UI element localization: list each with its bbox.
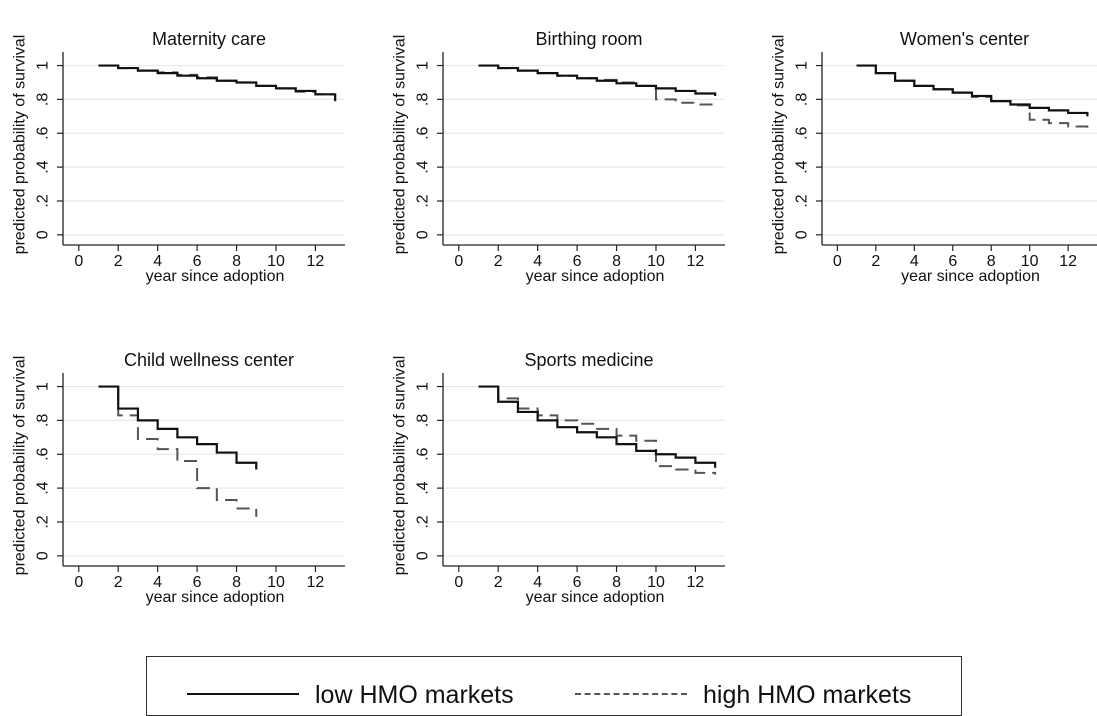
y-tick-label: 1 bbox=[35, 61, 52, 70]
y-axis-label: predicted probability of survival bbox=[771, 35, 788, 255]
y-tick-label: .2 bbox=[415, 515, 432, 528]
y-tick-label: 1 bbox=[35, 382, 52, 391]
y-axis-label: predicted probability of survival bbox=[392, 356, 409, 576]
x-tick-label: 12 bbox=[687, 253, 705, 270]
y-tick-label: .2 bbox=[35, 194, 52, 207]
x-tick-label: 2 bbox=[114, 253, 123, 270]
legend: low HMO markets high HMO markets bbox=[146, 656, 962, 716]
x-tick-label: 2 bbox=[494, 574, 503, 591]
x-axis-label: year since adoption bbox=[526, 589, 665, 606]
y-tick-label: .8 bbox=[794, 93, 811, 106]
x-tick-label: 0 bbox=[454, 574, 463, 591]
chart-title: Birthing room bbox=[535, 29, 642, 49]
plot-area bbox=[63, 373, 345, 566]
y-tick-label: 0 bbox=[35, 230, 52, 239]
x-axis-label: year since adoption bbox=[146, 268, 285, 285]
chart-title: Women's center bbox=[900, 29, 1029, 49]
y-tick-label: 0 bbox=[35, 551, 52, 560]
chart-title: Sports medicine bbox=[524, 350, 653, 370]
y-axis-label: predicted probability of survival bbox=[12, 35, 29, 255]
y-tick-label: .4 bbox=[415, 160, 432, 173]
x-tick-label: 0 bbox=[74, 574, 83, 591]
legend-label-low: low HMO markets bbox=[315, 681, 514, 710]
y-tick-label: .2 bbox=[794, 194, 811, 207]
x-tick-label: 0 bbox=[74, 253, 83, 270]
y-tick-label: .6 bbox=[35, 447, 52, 460]
y-tick-label: .4 bbox=[35, 160, 52, 173]
y-tick-label: .6 bbox=[35, 126, 52, 139]
y-tick-label: 0 bbox=[794, 230, 811, 239]
x-tick-label: 0 bbox=[454, 253, 463, 270]
x-axis-label: year since adoption bbox=[146, 589, 285, 606]
plot-area bbox=[63, 52, 345, 245]
y-axis-label: predicted probability of survival bbox=[12, 356, 29, 576]
x-tick-label: 12 bbox=[307, 253, 325, 270]
plot-area bbox=[443, 52, 725, 245]
x-tick-label: 2 bbox=[871, 253, 880, 270]
x-axis-label: year since adoption bbox=[526, 268, 665, 285]
y-tick-label: .8 bbox=[35, 414, 52, 427]
y-tick-label: .4 bbox=[794, 160, 811, 173]
x-tick-label: 12 bbox=[307, 574, 325, 591]
x-tick-label: 12 bbox=[687, 574, 705, 591]
y-tick-label: .2 bbox=[415, 194, 432, 207]
y-tick-label: .4 bbox=[415, 481, 432, 494]
y-tick-label: .6 bbox=[794, 126, 811, 139]
y-tick-label: .8 bbox=[35, 93, 52, 106]
x-tick-label: 0 bbox=[833, 253, 842, 270]
y-tick-label: .8 bbox=[415, 93, 432, 106]
x-axis-label: year since adoption bbox=[901, 268, 1040, 285]
plot-area bbox=[822, 52, 1097, 245]
legend-swatch-dashed bbox=[575, 693, 687, 695]
y-tick-label: 1 bbox=[415, 61, 432, 70]
y-tick-label: .6 bbox=[415, 447, 432, 460]
chart-title: Maternity care bbox=[152, 29, 266, 49]
y-tick-label: 0 bbox=[415, 230, 432, 239]
x-tick-label: 2 bbox=[494, 253, 503, 270]
y-tick-label: .6 bbox=[415, 126, 432, 139]
y-tick-label: 0 bbox=[415, 551, 432, 560]
legend-label-high: high HMO markets bbox=[703, 681, 911, 710]
y-tick-label: .2 bbox=[35, 515, 52, 528]
y-tick-label: .8 bbox=[415, 414, 432, 427]
y-tick-label: 1 bbox=[794, 61, 811, 70]
x-tick-label: 12 bbox=[1059, 253, 1077, 270]
chart-title: Child wellness center bbox=[124, 350, 294, 370]
x-tick-label: 2 bbox=[114, 574, 123, 591]
y-tick-label: .4 bbox=[35, 481, 52, 494]
y-axis-label: predicted probability of survival bbox=[392, 35, 409, 255]
y-tick-label: 1 bbox=[415, 382, 432, 391]
legend-swatch-solid bbox=[187, 693, 299, 695]
